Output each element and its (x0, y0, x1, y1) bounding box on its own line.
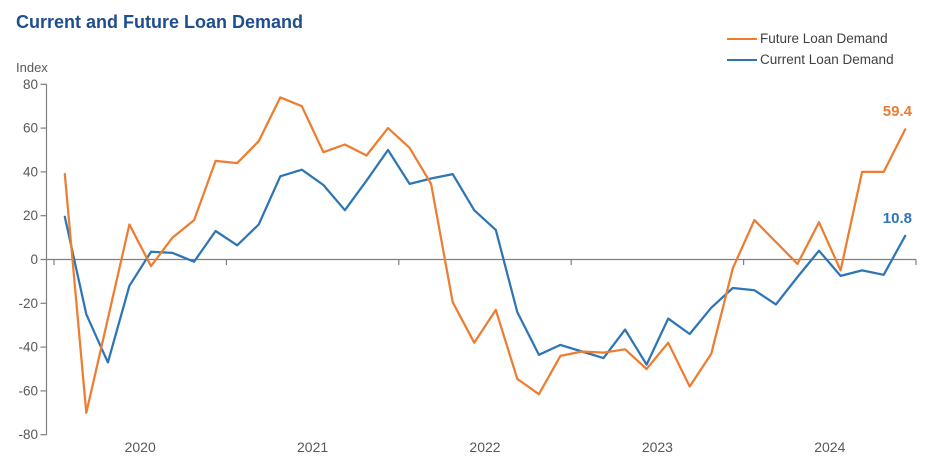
x-year-label: 2022 (469, 439, 500, 455)
y-tick-label: 80 (23, 77, 38, 92)
legend-label-future: Future Loan Demand (760, 31, 888, 46)
x-year-label: 2020 (125, 439, 156, 455)
x-year-label: 2021 (297, 439, 328, 455)
chart-title: Current and Future Loan Demand (16, 12, 304, 32)
y-tick-label: 0 (30, 252, 38, 267)
legend-item-current: Current Loan Demand (727, 49, 894, 70)
y-tick-label: -40 (18, 340, 38, 355)
y-axis-title: Index (16, 60, 48, 75)
legend-item-future: Future Loan Demand (727, 28, 894, 49)
future-series-end-value: 59.4 (882, 103, 912, 120)
y-tick-label: 20 (23, 208, 38, 223)
x-year-label: 2023 (642, 439, 673, 455)
y-tick-label: -80 (18, 427, 38, 442)
y-tick-label: -60 (18, 383, 38, 398)
y-tick-label: 40 (23, 164, 38, 179)
future-line-swatch-icon (727, 37, 757, 40)
current-loan-demand-line (63, 148, 907, 366)
y-tick-label: -20 (18, 296, 38, 311)
future-loan-demand-line (63, 96, 907, 414)
current-line-swatch-icon (727, 58, 757, 61)
current-series-end-value: 10.8 (882, 210, 912, 227)
legend-label-current: Current Loan Demand (760, 52, 894, 67)
legend: Future Loan Demand Current Loan Demand (727, 28, 894, 70)
y-tick-label: 60 (23, 121, 38, 136)
x-year-label: 2024 (814, 439, 845, 455)
